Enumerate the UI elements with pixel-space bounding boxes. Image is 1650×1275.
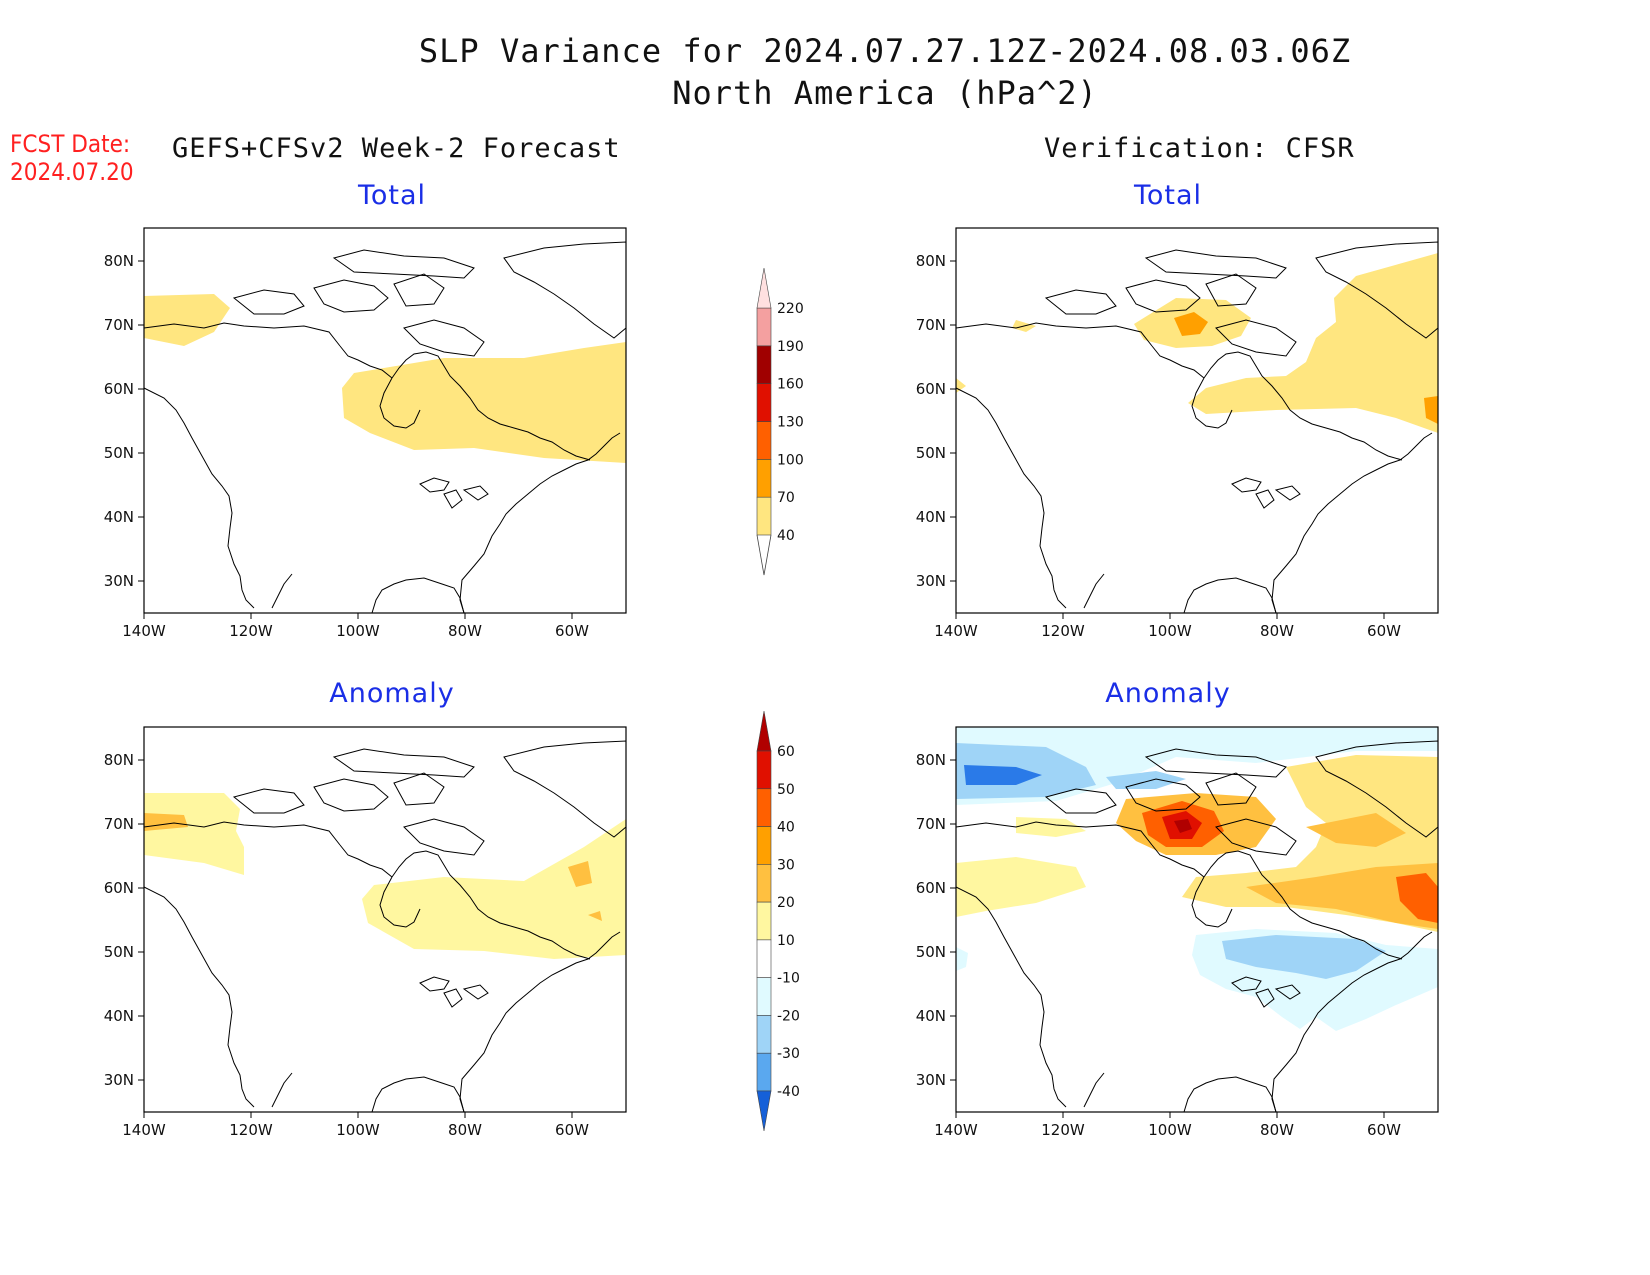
map-panel-bottom-left (143, 726, 627, 1113)
lat-tick-label: 70N (104, 316, 134, 334)
main-title: SLP Variance for 2024.07.27.12Z-2024.08.… (418, 32, 1352, 70)
map-panel-top-left (143, 227, 627, 614)
colorbar-total-bottom-arrow (756, 534, 772, 576)
axes-layer: 140W 120W 100W 80W 60W 80N 70N 60N 50N 40N 30N 140W… (104, 252, 1401, 1139)
colorbar-total-bin (756, 459, 772, 498)
fcst-date-value: 2024.07.20 (10, 158, 134, 186)
colorbar-anomaly-label: 20 (777, 895, 795, 911)
colorbar-total-label: 40 (777, 528, 795, 544)
colorbar-anomaly-bin (756, 977, 772, 1016)
colorbar-total-bin (756, 307, 772, 347)
colorbar-anomaly-label: 40 (777, 820, 795, 836)
colorbar-anomaly-bin (756, 1015, 772, 1054)
colorbar-total: 40 70 100 130 160 190 220 (756, 267, 804, 576)
lat-tick-label: 50N (104, 943, 134, 961)
lat-tick-label: 40N (104, 1007, 134, 1025)
lon-tick-label: 120W (1041, 1121, 1085, 1139)
colorbar-total-label: 190 (777, 339, 804, 355)
panel-title-bottom-right: Anomaly (1105, 678, 1231, 709)
colorbar-anomaly-label: -10 (777, 971, 800, 987)
lon-tick-label: 140W (122, 1121, 166, 1139)
colorbar-anomaly-top-arrow (756, 710, 772, 752)
lat-tick-label: 50N (916, 943, 946, 961)
main-subtitle: North America (hPa^2) (672, 74, 1098, 112)
lat-tick-label: 60N (916, 879, 946, 897)
lon-tick-label: 100W (1148, 622, 1192, 640)
lon-tick-label: 100W (336, 1121, 380, 1139)
lat-tick-label: 30N (916, 1071, 946, 1089)
colorbar-anomaly-bin (756, 826, 772, 865)
forecast-column-header: GEFS+CFSv2 Week-2 Forecast (172, 133, 621, 164)
lon-tick-label: 120W (1041, 622, 1085, 640)
lon-tick-label: 100W (1148, 1121, 1192, 1139)
colorbar-anomaly-label: 50 (777, 782, 795, 798)
lat-tick-label: 70N (916, 815, 946, 833)
colorbar-total-label: 220 (777, 301, 804, 317)
colorbar-anomaly-bottom-arrow (756, 1090, 772, 1132)
map-panel-top-right (955, 227, 1439, 614)
colorbar-anomaly-label: -40 (777, 1084, 800, 1100)
map-panel-bottom-right (955, 726, 1439, 1113)
lat-tick-label: 60N (916, 380, 946, 398)
lon-tick-label: 120W (229, 622, 273, 640)
colorbar-anomaly-label: 60 (777, 744, 795, 760)
colorbar-total-label: 70 (777, 490, 795, 506)
lat-tick-label: 80N (104, 751, 134, 769)
lon-tick-label: 120W (229, 1121, 273, 1139)
colorbar-anomaly-label: 10 (777, 933, 795, 949)
colorbar-total-label: 160 (777, 377, 804, 393)
colorbar-anomaly: 60 50 40 30 20 10 -10 -20 -30 -40 (756, 710, 800, 1132)
lat-tick-label: 70N (104, 815, 134, 833)
lon-tick-label: 140W (934, 1121, 978, 1139)
lon-tick-label: 60W (1367, 1121, 1401, 1139)
lat-tick-label: 30N (916, 572, 946, 590)
verification-column-header: Verification: CFSR (1044, 133, 1355, 164)
lon-tick-label: 60W (1367, 622, 1401, 640)
lat-tick-label: 40N (104, 508, 134, 526)
lon-tick-label: 60W (555, 1121, 589, 1139)
colorbar-total-bin (756, 421, 772, 460)
lat-tick-label: 80N (916, 751, 946, 769)
lon-tick-label: 80W (1260, 622, 1294, 640)
colorbar-anomaly-bin (756, 901, 772, 941)
lat-tick-label: 50N (104, 444, 134, 462)
lat-tick-label: 40N (916, 1007, 946, 1025)
lat-tick-label: 40N (916, 508, 946, 526)
colorbar-anomaly-label: -20 (777, 1008, 800, 1024)
colorbar-total-bin (756, 383, 772, 422)
lat-tick-label: 60N (104, 879, 134, 897)
colorbar-anomaly-bin (756, 939, 772, 978)
lon-tick-label: 60W (555, 622, 589, 640)
lon-tick-label: 100W (336, 622, 380, 640)
colorbar-anomaly-bin (756, 1052, 772, 1092)
lon-tick-label: 80W (448, 622, 482, 640)
lat-tick-label: 50N (916, 444, 946, 462)
panel-title-bottom-left: Anomaly (329, 678, 455, 709)
lat-tick-label: 80N (916, 252, 946, 270)
panel-title-top-right: Total (1133, 180, 1203, 211)
colorbar-total-bin (756, 345, 772, 384)
lat-tick-label: 70N (916, 316, 946, 334)
colorbar-total-label: 100 (777, 452, 804, 468)
colorbar-anomaly-bin (756, 788, 772, 827)
colorbar-anomaly-label: -30 (777, 1046, 800, 1062)
colorbar-total-bin (756, 496, 772, 536)
lat-tick-label: 30N (104, 1071, 134, 1089)
lat-tick-label: 60N (104, 380, 134, 398)
colorbar-anomaly-label: 30 (777, 857, 795, 873)
lon-tick-label: 140W (122, 622, 166, 640)
fcst-date-label: FCST Date: (10, 130, 131, 158)
lon-tick-label: 140W (934, 622, 978, 640)
lat-tick-label: 30N (104, 572, 134, 590)
lat-tick-label: 80N (104, 252, 134, 270)
colorbar-anomaly-bin (756, 750, 772, 790)
colorbar-total-top-arrow (756, 267, 772, 309)
lon-tick-label: 80W (448, 1121, 482, 1139)
colorbar-anomaly-bin (756, 864, 772, 903)
panel-title-top-left: Total (357, 180, 427, 211)
colorbar-total-label: 130 (777, 415, 804, 431)
lon-tick-label: 80W (1260, 1121, 1294, 1139)
